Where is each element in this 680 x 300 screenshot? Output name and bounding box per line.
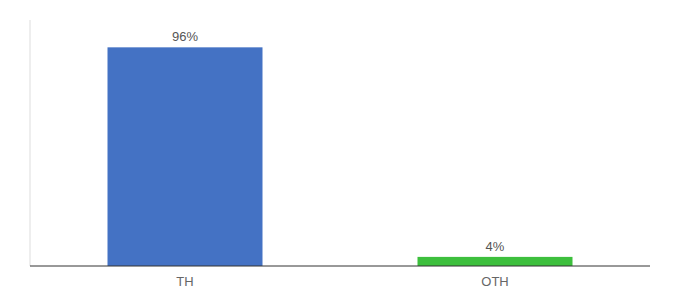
bars — [108, 47, 573, 266]
data-label: 96% — [172, 29, 198, 44]
bar — [418, 257, 573, 266]
bar — [108, 47, 263, 266]
x-tick-label: OTH — [481, 274, 508, 289]
data-label: 4% — [486, 239, 505, 254]
x-axis-line — [30, 266, 650, 267]
chart-svg: 96% 4% TH OTH — [0, 0, 680, 300]
chart-container: 96% 4% TH OTH — [0, 0, 680, 300]
y-axis-line — [30, 20, 31, 266]
x-tick-label: TH — [176, 274, 193, 289]
